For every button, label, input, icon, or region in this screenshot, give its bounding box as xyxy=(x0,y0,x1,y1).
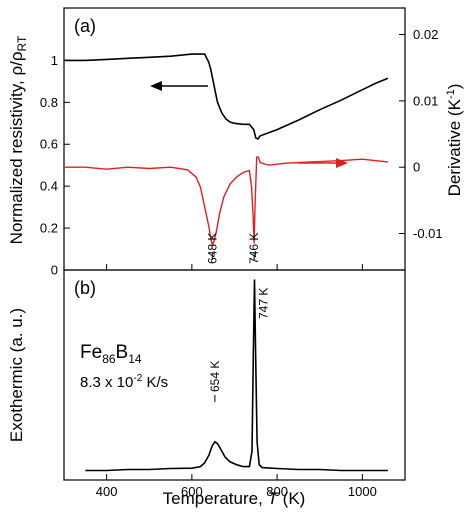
anno-label: 648 K xyxy=(205,233,219,264)
panel-a-label: (a) xyxy=(74,16,96,36)
y-axis-title-b: Exothermic (a. u.) xyxy=(7,308,26,442)
left-arrow-icon xyxy=(150,81,208,91)
panel-b-annotations: 654 K 747 K xyxy=(208,286,271,402)
x-tick-label: 1000 xyxy=(348,484,377,499)
exothermic-curve xyxy=(85,279,388,472)
x-axis-title: Temperature, T (K) xyxy=(163,489,306,508)
y-tick-label: 0.4 xyxy=(40,179,58,194)
panel-b-frame xyxy=(63,269,406,481)
panel-a-annotations: 648 K 746 K xyxy=(205,233,261,264)
y-tick-label: 1 xyxy=(51,53,58,68)
y2-tick-label: -0.01 xyxy=(413,226,443,241)
x-tick-label: 800 xyxy=(266,484,288,499)
y2-tick-label: 0.02 xyxy=(413,27,438,42)
panel-a-right-ticks: -0.01 0 0.01 0.02 xyxy=(399,27,443,241)
y-tick-label: 0.2 xyxy=(40,221,58,236)
y-tick-label: 0.6 xyxy=(40,137,58,152)
rate-label: 8.3 x 10-2 K/s xyxy=(80,373,168,391)
x-tick-label: 400 xyxy=(96,484,118,499)
y-axis-title-left: Normalized resistivity, ρ/ρRT xyxy=(7,35,29,244)
right-arrow-icon xyxy=(298,158,348,168)
y-axis-title-right: Derivative (K-1) xyxy=(445,84,464,197)
y2-tick-label: 0.01 xyxy=(413,93,438,108)
x-tick-label: 600 xyxy=(181,484,203,499)
derivative-curve xyxy=(64,156,388,247)
resistivity-curve xyxy=(64,53,389,141)
y-tick-label: 0 xyxy=(51,263,58,278)
y-tick-label: 0.8 xyxy=(40,95,58,110)
panel-a-frame xyxy=(63,7,406,271)
y2-tick-label: 0 xyxy=(413,160,420,175)
anno-label: 747 K xyxy=(257,288,271,319)
x-ticks: 400 600 800 1000 xyxy=(96,264,377,499)
anno-label: 746 K xyxy=(247,233,261,264)
panel-a-left-ticks: 0 0.2 0.4 0.6 0.8 1 xyxy=(40,53,70,278)
panel-b-label: (b) xyxy=(74,278,96,298)
compound-label: Fe86B14 xyxy=(80,342,142,366)
anno-label: 654 K xyxy=(208,361,222,392)
